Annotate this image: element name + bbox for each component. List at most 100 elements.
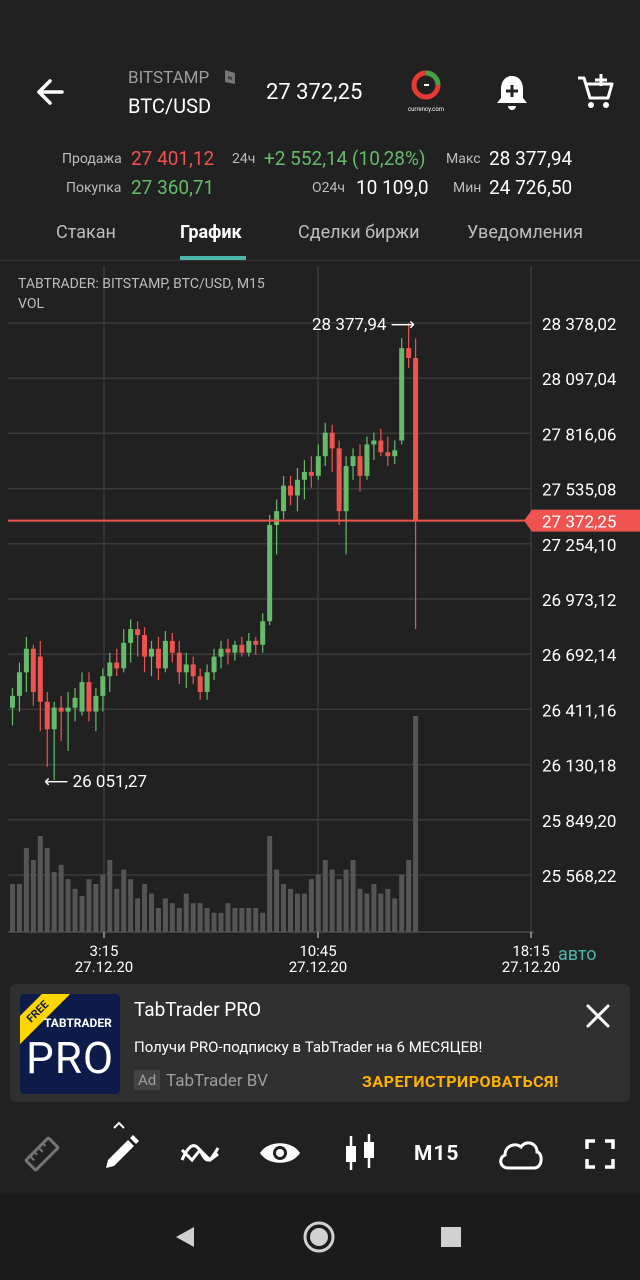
ad-cta-button[interactable]: ЗАРЕГИСТРИРОВАТЬСЯ! [362,1072,559,1091]
volume-bar [190,903,196,932]
candle-body [190,664,196,677]
y-tick-label: 26 973,12 [542,591,616,611]
volume-bar [16,884,22,932]
volume-bar [239,908,245,932]
volume-bar [225,903,231,932]
sell-value: 27 401,12 [131,147,215,170]
chart-volume-label: VOL [18,296,44,312]
y-tick-label: 28 378,02 [542,315,616,335]
volume-bar [183,893,189,932]
y-tick-label: 26 692,14 [542,646,617,666]
tab-notifications[interactable]: Уведомления [467,222,583,243]
candle-body [121,642,127,669]
chart-canvas[interactable]: 28 378,02 28 097,04 27 816,06 27 535,08 27 2… [0,266,640,976]
chart-title: TABTRADER: BITSTAMP, BTC/USD, M15 [18,276,265,292]
volume-bar [336,879,342,932]
volume-bar [260,912,266,932]
volume-bar [371,884,377,932]
max-value: 28 377,94 [489,147,573,170]
candle-body [274,511,280,525]
close-icon[interactable] [584,1002,612,1030]
tab-order-book[interactable]: Стакан [56,222,116,243]
candle-body [204,672,210,692]
max-annotation: 28 377,94 ⟶ [312,315,415,335]
back-arrow-icon[interactable] [30,72,70,112]
volume-bar [399,874,405,932]
volume-bar [308,879,314,932]
candle-body [51,707,57,730]
candle-body [100,676,106,696]
chart-toolbar: M15 [0,1114,640,1194]
tab-exchange-trades[interactable]: Сделки биржи [298,222,420,243]
x-tick-date: 27.12.20 [289,958,348,976]
nav-home-icon[interactable] [302,1220,336,1254]
candle-body [385,452,391,457]
volume-bar [406,860,412,932]
ad-banner[interactable]: FREE TABTRADER PRO TabTrader PRO Получи … [10,984,630,1102]
candle-body [232,644,238,653]
volume-bar [149,893,154,932]
cloud-icon[interactable] [496,1136,544,1172]
fullscreen-icon[interactable] [584,1138,616,1170]
auto-scale-button[interactable]: авто [558,944,597,965]
candle-body [308,471,314,476]
volume-bar [10,884,15,932]
candle-body [58,707,64,712]
volume-bar [211,912,217,932]
add-to-portfolio-cart-icon[interactable] [576,72,616,112]
candle-body [128,629,134,643]
indicators-icon[interactable] [180,1136,220,1172]
volume-bar [65,879,71,932]
alert-add-bell-icon[interactable] [493,72,531,112]
y-tick-label: 28 097,04 [542,370,617,390]
x-tick-date: 27.12.20 [75,958,134,976]
candle-body [336,448,342,512]
volume-bar [30,860,36,932]
ruler-icon[interactable] [22,1134,62,1174]
volume-bar [378,893,384,932]
pair-name[interactable]: BTC/USD [128,94,212,118]
candle-body [218,648,224,657]
tab-chart[interactable]: График [180,222,242,243]
system-nav-bar [0,1194,640,1280]
volume-bar [246,908,252,932]
volume-bar [176,908,182,932]
volume-label: O24ч [312,180,345,196]
timeframe-button[interactable]: M15 [414,1142,460,1166]
candle-body [406,348,412,358]
currency-com-logo[interactable]: currency.com [405,70,447,114]
buy-label: Покупка [66,180,122,196]
candle-body [149,648,154,657]
candle-body [329,432,335,449]
ad-tag: Ad [134,1070,161,1090]
candle-body [267,524,273,622]
candle-body [253,640,259,645]
nav-recents-icon[interactable] [440,1226,462,1248]
eye-visibility-icon[interactable] [258,1138,302,1168]
candle-body [288,485,293,496]
volume-bar [329,869,335,932]
candle-body [315,456,321,476]
currency-com-icon [411,70,441,100]
candle-body [30,648,36,692]
candle-body [86,682,92,712]
change-label: 24ч [232,151,256,167]
price-chart[interactable]: 28 378,02 28 097,04 27 816,06 27 535,08 27 2… [0,266,640,976]
y-tick-label: 27 254,10 [542,536,616,556]
volume-bar [218,912,224,932]
volume-bar [162,898,168,932]
candle-body [44,701,50,730]
candle-body [65,707,71,712]
volume-value: 10 109,0 [356,176,429,199]
volume-bar [357,888,363,932]
candle-body [343,466,349,512]
volume-bar [100,874,106,932]
exchange-name[interactable]: BITSTAMP [128,68,210,88]
tab-divider [0,260,640,261]
draw-pencil-icon[interactable] [100,1120,140,1174]
y-tick-label: 26 411,16 [542,701,616,721]
nav-back-icon[interactable] [172,1224,198,1250]
candlestick-type-icon[interactable] [342,1132,378,1174]
candle-body [413,357,419,521]
volume-bar [23,848,29,932]
